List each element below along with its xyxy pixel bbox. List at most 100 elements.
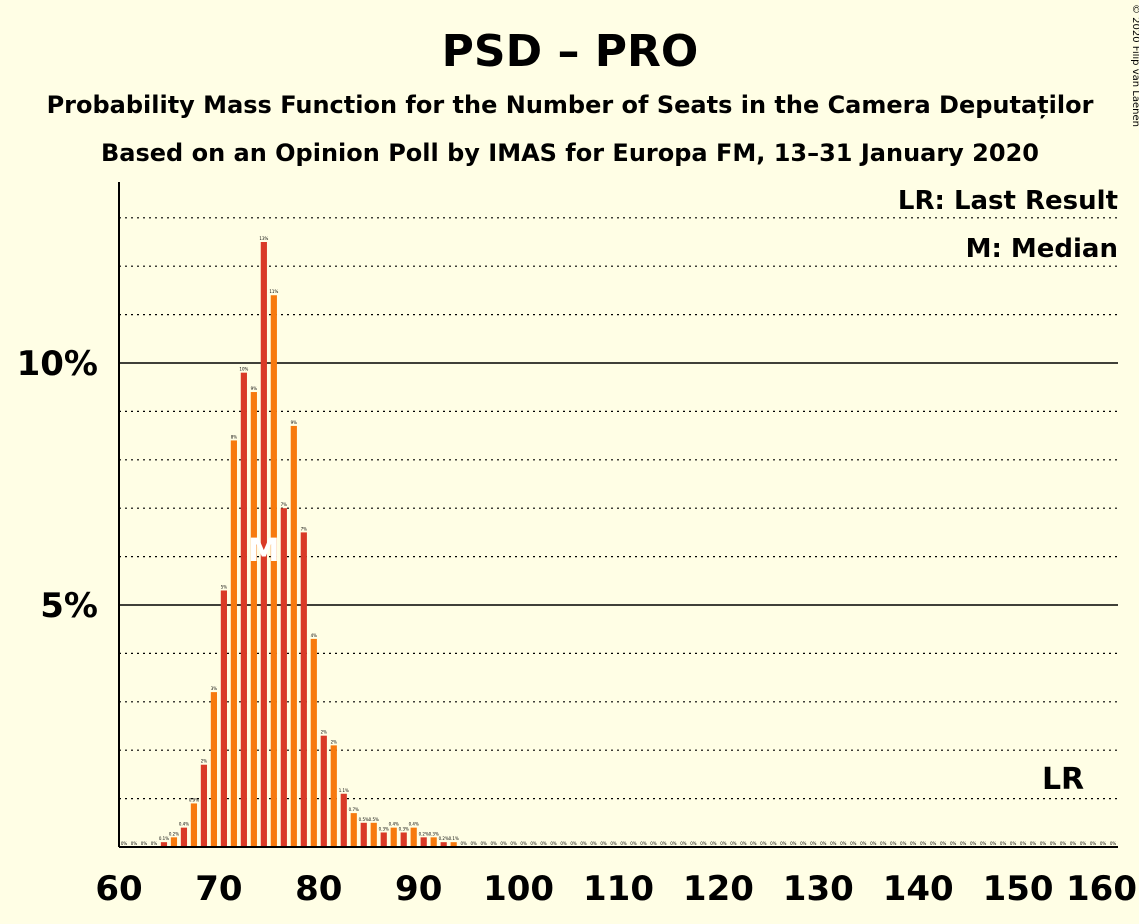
bar-label-seat-157: 0% <box>1090 841 1097 846</box>
bar-label-seat-63: 0% <box>151 841 158 846</box>
bar-label-seat-70: 5% <box>221 584 228 589</box>
bar-seat-88 <box>400 832 407 847</box>
x-tick-label: 160 <box>1066 869 1137 909</box>
bar-label-seat-111: 0% <box>630 841 637 846</box>
bar-label-seat-150: 0% <box>1020 841 1027 846</box>
copyright-notice: © 2020 Filip van Laenen <box>1130 4 1139 127</box>
bar-label-seat-87: 0.4% <box>389 822 399 827</box>
bar-label-seat-84: 0.5% <box>359 817 369 822</box>
bar-label-seat-136: 0% <box>880 841 887 846</box>
bar-seat-91 <box>430 837 437 847</box>
bar-label-seat-97: 0% <box>490 841 497 846</box>
bar-label-seat-118: 0% <box>700 841 707 846</box>
bar-label-seat-123: 0% <box>750 841 757 846</box>
legend-last-result: LR: Last Result <box>898 186 1118 216</box>
bar-label-seat-106: 0% <box>580 841 587 846</box>
y-tick-label: 10% <box>17 344 98 384</box>
grid-layer <box>119 217 1118 800</box>
x-tick-label: 90 <box>395 869 442 909</box>
bar-seat-76 <box>280 508 287 847</box>
bar-label-seat-92: 0.2% <box>439 836 449 841</box>
y-tick-label: 5% <box>40 586 98 626</box>
bar-label-seat-73: 9% <box>251 386 258 391</box>
x-tick-label: 100 <box>483 869 554 909</box>
bar-label-seat-159: 0% <box>1110 841 1117 846</box>
bar-seat-67 <box>190 803 198 847</box>
x-tick-label: 130 <box>783 869 854 909</box>
bar-seat-90 <box>420 837 427 847</box>
last-result-marker: LR <box>1042 762 1084 797</box>
bar-label-seat-117: 0% <box>690 841 697 846</box>
bar-label-seat-66: 0.4% <box>179 822 189 827</box>
bar-label-seat-112: 0% <box>640 841 647 846</box>
bar-seat-72 <box>240 372 247 847</box>
bar-seat-70 <box>220 590 227 847</box>
bar-label-seat-76: 7% <box>281 502 288 507</box>
bar-label-seat-77: 9% <box>291 420 298 425</box>
bar-label-seat-74: 13% <box>259 236 268 241</box>
bar-label-seat-104: 0% <box>560 841 567 846</box>
bar-label-seat-153: 0% <box>1050 841 1057 846</box>
bar-label-seat-125: 0% <box>770 841 777 846</box>
bar-label-seat-61: 0% <box>131 841 138 846</box>
bar-seat-82 <box>340 793 347 847</box>
bar-label-seat-99: 0% <box>510 841 517 846</box>
bar-label-seat-121: 0% <box>730 841 737 846</box>
bar-label-seat-149: 0% <box>1010 841 1017 846</box>
bar-seat-78 <box>300 532 307 847</box>
bar-label-seat-139: 0% <box>910 841 917 846</box>
bar-seat-71 <box>230 440 237 847</box>
bar-label-seat-69: 3% <box>211 686 218 691</box>
bar-label-seat-135: 0% <box>870 841 877 846</box>
bar-label-seat-122: 0% <box>740 841 747 846</box>
axis-layer: 5% 10% 60 70 80 90 100 110 120 130 140 150 160 <box>17 182 1137 909</box>
x-tick-label: 110 <box>583 869 654 909</box>
bar-seat-69 <box>210 692 218 847</box>
chart-subtitle-2: Based on an Opinion Poll by IMAS for Eur… <box>101 139 1039 167</box>
bar-label-seat-152: 0% <box>1040 841 1047 846</box>
bar-label-seat-80: 2% <box>321 730 328 735</box>
bar-label-seat-126: 0% <box>780 841 787 846</box>
bar-label-seat-85: 0.5% <box>369 817 379 822</box>
bar-label-seat-100: 0% <box>520 841 527 846</box>
bar-seat-73 <box>250 392 257 847</box>
bar-label-seat-137: 0% <box>890 841 897 846</box>
bar-label-seat-133: 0% <box>850 841 857 846</box>
bar-label-seat-158: 0% <box>1100 841 1107 846</box>
bar-label-seat-95: 0% <box>470 841 477 846</box>
bar-label-seat-141: 0% <box>930 841 937 846</box>
bar-label-seat-116: 0% <box>680 841 687 846</box>
bar-seat-87 <box>390 827 397 847</box>
bar-labels-layer: 0% 0% 0% 0%0.1%0.2%0.4%0.9%2%3%5%8%10%9%13%… <box>121 236 1117 846</box>
x-tick-label: 70 <box>195 869 242 909</box>
bar-label-seat-101: 0% <box>530 841 537 846</box>
bar-label-seat-105: 0% <box>570 841 577 846</box>
bar-label-seat-88: 0.3% <box>399 826 409 831</box>
bar-label-seat-115: 0% <box>670 841 677 846</box>
bar-label-seat-94: 0% <box>460 841 467 846</box>
bar-label-seat-90: 0.2% <box>419 831 429 836</box>
bar-label-seat-145: 0% <box>970 841 977 846</box>
bar-label-seat-60: 0% <box>121 841 128 846</box>
bar-label-seat-131: 0% <box>830 841 837 846</box>
bar-label-seat-154: 0% <box>1060 841 1067 846</box>
bar-seat-86 <box>380 832 387 847</box>
bar-label-seat-132: 0% <box>840 841 847 846</box>
bar-seat-65 <box>170 837 178 847</box>
x-tick-label: 140 <box>883 869 954 909</box>
bar-seat-84 <box>360 822 367 847</box>
bar-label-seat-98: 0% <box>500 841 507 846</box>
bar-label-seat-129: 0% <box>810 841 817 846</box>
bars-layer <box>160 242 457 847</box>
bar-label-seat-138: 0% <box>900 841 907 846</box>
bar-label-seat-67: 0.9% <box>189 797 199 802</box>
bar-label-seat-124: 0% <box>760 841 767 846</box>
bar-label-seat-130: 0% <box>820 841 827 846</box>
bar-seat-64 <box>160 842 168 847</box>
bar-seat-83 <box>350 813 357 847</box>
bar-label-seat-143: 0% <box>950 841 957 846</box>
bar-label-seat-155: 0% <box>1070 841 1077 846</box>
bar-seat-85 <box>370 822 377 847</box>
bar-label-seat-68: 2% <box>201 759 208 764</box>
